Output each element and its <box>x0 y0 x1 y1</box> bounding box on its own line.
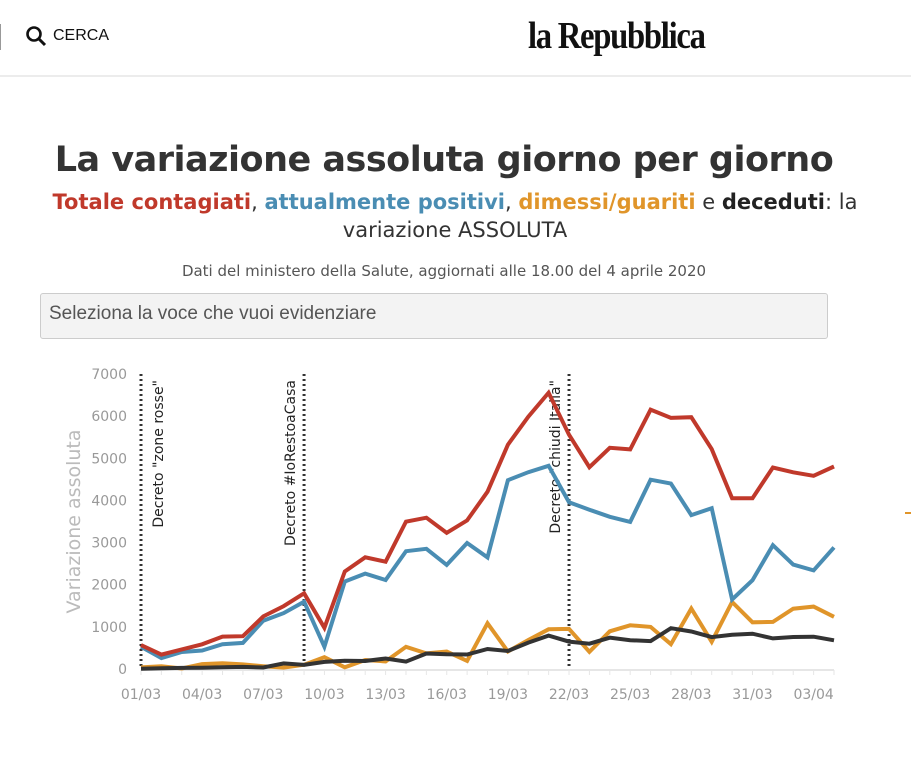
logo[interactable]: la Repubblica <box>528 15 706 57</box>
y-axis-label: Variazione assoluta <box>63 429 85 613</box>
y-tick-label: 6000 <box>91 409 127 425</box>
sep: e <box>695 190 722 214</box>
annotation-label: Decreto #IoRestoaCasa <box>283 380 299 546</box>
y-tick-label: 5000 <box>91 451 127 467</box>
legend-totale: Totale contagiati <box>52 190 252 214</box>
series-line-deceduti <box>140 626 835 671</box>
source-note: Dati del ministero della Salute, aggiorn… <box>181 262 707 280</box>
x-tick-label: 03/04 <box>793 687 833 703</box>
x-tick-label: 07/03 <box>243 687 283 703</box>
y-tick-label: 7000 <box>91 367 127 383</box>
x-tick-label: 31/03 <box>732 687 772 703</box>
y-tick-label: 2000 <box>91 578 127 594</box>
x-tick-label: 28/03 <box>671 687 711 703</box>
search-button[interactable]: CERCA <box>25 25 109 47</box>
subtitle: Totale contagiati, attualmente positivi,… <box>20 188 890 244</box>
page-title: La variazione assoluta giorno per giorno <box>54 140 834 180</box>
y-tick-label: 4000 <box>91 493 127 509</box>
y-tick-label: 0 <box>118 662 127 678</box>
site-header: CERCA la Repubblica <box>0 0 911 77</box>
legend-positivi: attualmente positivi <box>264 190 505 214</box>
sep: , <box>251 190 265 214</box>
divider <box>0 24 1 50</box>
x-tick-label: 19/03 <box>488 687 528 703</box>
x-tick-label: 25/03 <box>610 687 650 703</box>
series-line-totale-contagiati <box>140 389 835 657</box>
annotation-label: Decreto "chiudi Italia" <box>548 380 564 534</box>
sep: , <box>505 190 519 214</box>
x-tick-label: 16/03 <box>427 687 467 703</box>
search-icon <box>26 26 47 47</box>
search-label: CERCA <box>53 27 110 44</box>
x-tick-label: 01/03 <box>121 687 161 703</box>
x-tick-label: 04/03 <box>182 687 222 703</box>
subtitle-tail: : la variazione ASSOLUTA <box>342 190 858 242</box>
y-tick-label: 3000 <box>91 536 127 552</box>
legend-deceduti: deceduti <box>721 190 825 214</box>
legend-guariti: dimessi/guariti <box>518 190 696 214</box>
x-tick-label: 10/03 <box>304 687 344 703</box>
y-tick-label: 1000 <box>91 620 127 636</box>
edge-mark <box>905 512 911 514</box>
annotation-label: Decreto "zone rosse" <box>151 380 167 528</box>
x-tick-label: 22/03 <box>549 687 589 703</box>
highlight-select[interactable]: Seleziona la voce che vuoi evidenziare <box>40 293 828 339</box>
x-tick-label: 13/03 <box>365 687 405 703</box>
